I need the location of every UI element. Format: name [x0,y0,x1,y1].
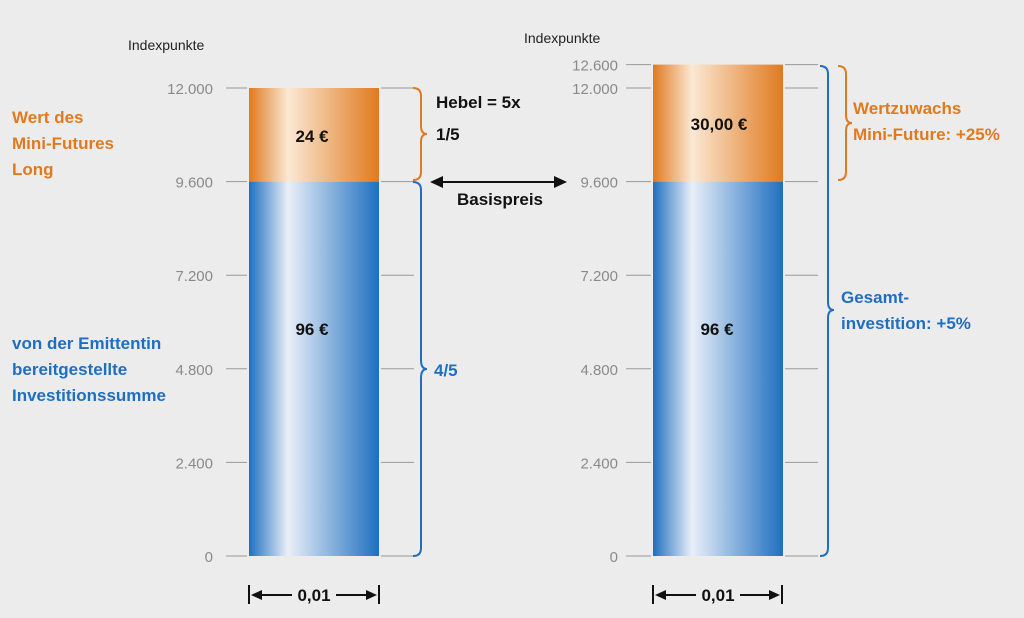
left-blue-bracket [412,181,428,557]
left-tick-label-2: 4.800 [175,362,213,379]
right-gridlines [626,64,818,557]
right-tick-label-3: 7.200 [580,268,618,285]
right-tick-label-6: 12.600 [572,58,618,75]
left-tick-label-5: 12.000 [167,81,213,98]
right-tick-label-0: 0 [610,549,618,566]
left-tick-label-1: 2.400 [175,455,213,472]
left-tick-label-0: 0 [205,549,213,566]
left-bar-orange-segment [249,88,379,182]
right-tick-labels: 0 2.400 4.800 7.200 9.600 12.000 12.600 [572,58,618,566]
right-axis-title: Indexpunkte [524,30,600,46]
right-top-value: 30,00 € [691,115,748,134]
right-width-indicator: 0,01 [652,585,783,605]
left-hebel-label: Hebel = 5x [436,93,521,112]
right-chart: Indexpunkte 0 2.400 4.800 7.200 9.600 12.000 1… [524,30,1000,605]
right-orange-bracket [837,65,853,181]
right-tick-label-1: 2.400 [580,455,618,472]
left-bar-blue-segment [249,181,379,556]
right-tick-label-5: 12.000 [572,81,618,98]
left-orange-label: Wert des Mini-Futures Long [12,108,119,179]
left-width-indicator: 0,01 [248,585,380,605]
left-chart: Indexpunkte 02.4004.8007.2009.60012.000 … [12,37,521,605]
right-tick-label-2: 4.800 [580,362,618,379]
right-bottom-value: 96 € [700,320,734,339]
right-tick-label-4: 9.600 [580,175,618,192]
left-bottom-value: 96 € [295,320,329,339]
left-top-value: 24 € [295,127,329,146]
basispreis-label: Basispreis [457,190,543,209]
left-axis-title: Indexpunkte [128,37,204,53]
left-fraction-top: 1/5 [436,125,460,144]
right-bar-orange-segment [653,64,783,182]
left-tick-label-4: 9.600 [175,175,213,192]
left-orange-bracket [412,87,428,181]
left-fraction-bottom: 4/5 [434,361,458,380]
left-gridlines [226,87,414,557]
left-tick-label-3: 7.200 [175,268,213,285]
left-tick-labels: 0 2.400 4.800 7.200 9.600 12.000 [167,81,213,566]
right-width-label: 0,01 [701,586,734,605]
right-orange-label: Wertzuwachs Mini-Future: +25% [853,99,1000,144]
left-blue-label: von der Emittentin bereitgestellte Inves… [12,334,166,405]
right-blue-label: Gesamt- investition: +5% [841,288,971,333]
right-blue-bracket [819,65,835,557]
right-bar-blue-segment [653,181,783,556]
basispreis-indicator: Basispreis [430,176,567,209]
left-width-label: 0,01 [297,586,330,605]
